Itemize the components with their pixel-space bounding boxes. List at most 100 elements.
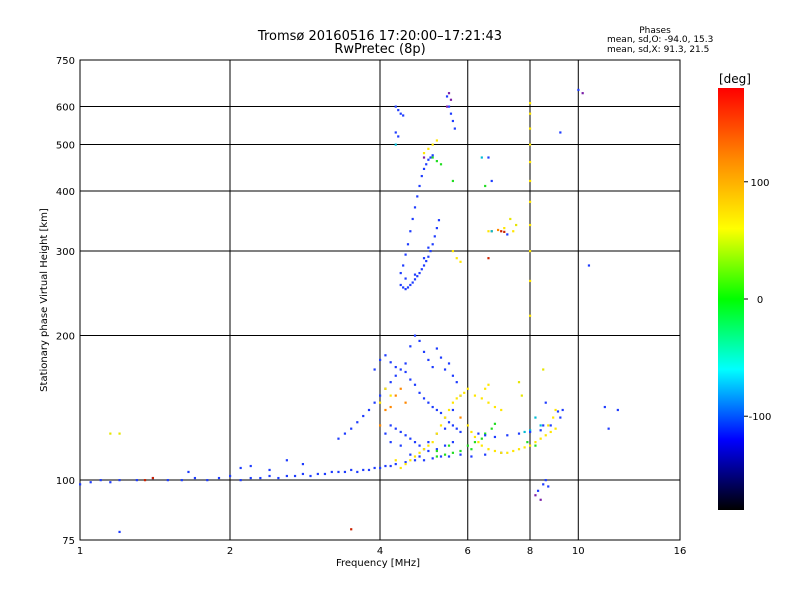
data-point <box>422 397 426 400</box>
data-point <box>402 286 405 289</box>
data-point <box>268 474 271 478</box>
data-point <box>431 441 434 444</box>
data-point <box>493 449 497 453</box>
data-point <box>459 416 462 419</box>
data-point <box>534 441 537 444</box>
data-point <box>337 470 340 474</box>
grid-lines <box>79 59 681 540</box>
data-point <box>143 479 147 482</box>
data-point <box>529 112 532 115</box>
data-point <box>512 230 515 233</box>
data-point <box>413 273 417 276</box>
data-point <box>413 441 417 444</box>
data-point <box>239 479 242 482</box>
data-point <box>487 257 490 260</box>
x-tick-label: 2 <box>227 546 233 557</box>
data-point <box>193 476 197 480</box>
data-point <box>459 394 462 397</box>
data-point <box>394 459 397 462</box>
data-point <box>431 365 434 369</box>
data-point <box>118 432 121 435</box>
data-point <box>389 405 392 409</box>
data-point <box>422 167 426 171</box>
data-point <box>466 387 469 390</box>
data-point <box>451 119 455 123</box>
data-point <box>389 424 392 427</box>
data-point <box>399 112 402 115</box>
data-point <box>506 233 509 236</box>
data-point <box>443 453 447 456</box>
y-tick-label: 300 <box>56 247 75 258</box>
data-point <box>529 223 532 227</box>
data-point <box>487 230 490 233</box>
data-point <box>394 365 397 369</box>
data-point <box>473 441 477 444</box>
data-point <box>416 275 419 278</box>
data-point <box>384 354 387 357</box>
colorbar-scale <box>718 88 744 510</box>
data-point <box>409 453 412 456</box>
data-point <box>487 401 490 404</box>
data-point <box>301 462 305 466</box>
plot-area: 1 2 4 6 8 10 16 75 100 200 300 400 500 600 750 <box>56 56 686 557</box>
data-point <box>427 255 430 258</box>
data-point <box>607 427 610 430</box>
data-point <box>523 430 526 434</box>
data-point <box>394 394 397 397</box>
data-point <box>427 444 430 447</box>
y-tick-label: 200 <box>56 332 75 343</box>
data-point <box>404 362 407 365</box>
data-point <box>379 358 382 362</box>
data-point <box>389 394 392 397</box>
data-point <box>603 405 606 409</box>
data-point <box>437 219 441 222</box>
data-point <box>427 358 430 362</box>
data-point <box>451 424 455 427</box>
data-point <box>379 401 382 404</box>
data-point <box>389 441 392 444</box>
data-point <box>459 260 462 263</box>
chart-title: Tromsø 20160516 17:20:00–17:21:43 <box>257 29 502 44</box>
data-point <box>373 368 376 371</box>
data-point <box>399 466 402 470</box>
data-point <box>394 462 397 466</box>
data-point <box>529 430 532 434</box>
data-point <box>500 230 503 233</box>
data-point <box>406 243 410 246</box>
data-point <box>523 446 526 449</box>
data-point <box>418 444 421 447</box>
data-point <box>490 230 493 233</box>
data-point <box>529 429 532 432</box>
data-point <box>587 264 591 267</box>
y-tick-label: 500 <box>56 141 75 152</box>
data-point <box>487 156 490 159</box>
data-point <box>422 156 426 159</box>
data-point <box>544 479 547 482</box>
data-point <box>473 394 477 397</box>
data-point <box>418 271 421 275</box>
data-point <box>447 408 451 412</box>
data-point <box>109 432 112 435</box>
data-point <box>490 427 493 430</box>
data-point <box>404 461 407 464</box>
data-point <box>435 432 438 435</box>
data-point <box>399 283 402 287</box>
data-points <box>79 88 619 534</box>
data-point <box>180 479 183 482</box>
data-point <box>484 387 487 390</box>
data-point <box>79 483 82 486</box>
data-point <box>406 286 410 289</box>
data-point <box>99 479 102 482</box>
data-point <box>429 250 432 253</box>
data-point <box>429 156 432 159</box>
data-point <box>330 470 333 474</box>
data-point <box>411 217 414 221</box>
x-tick-label: 1 <box>77 546 83 557</box>
data-point <box>404 253 407 256</box>
data-point <box>427 158 430 161</box>
data-point <box>496 228 500 232</box>
data-point <box>413 334 417 337</box>
data-point <box>373 401 376 404</box>
data-point <box>484 184 487 188</box>
data-point <box>435 347 438 350</box>
